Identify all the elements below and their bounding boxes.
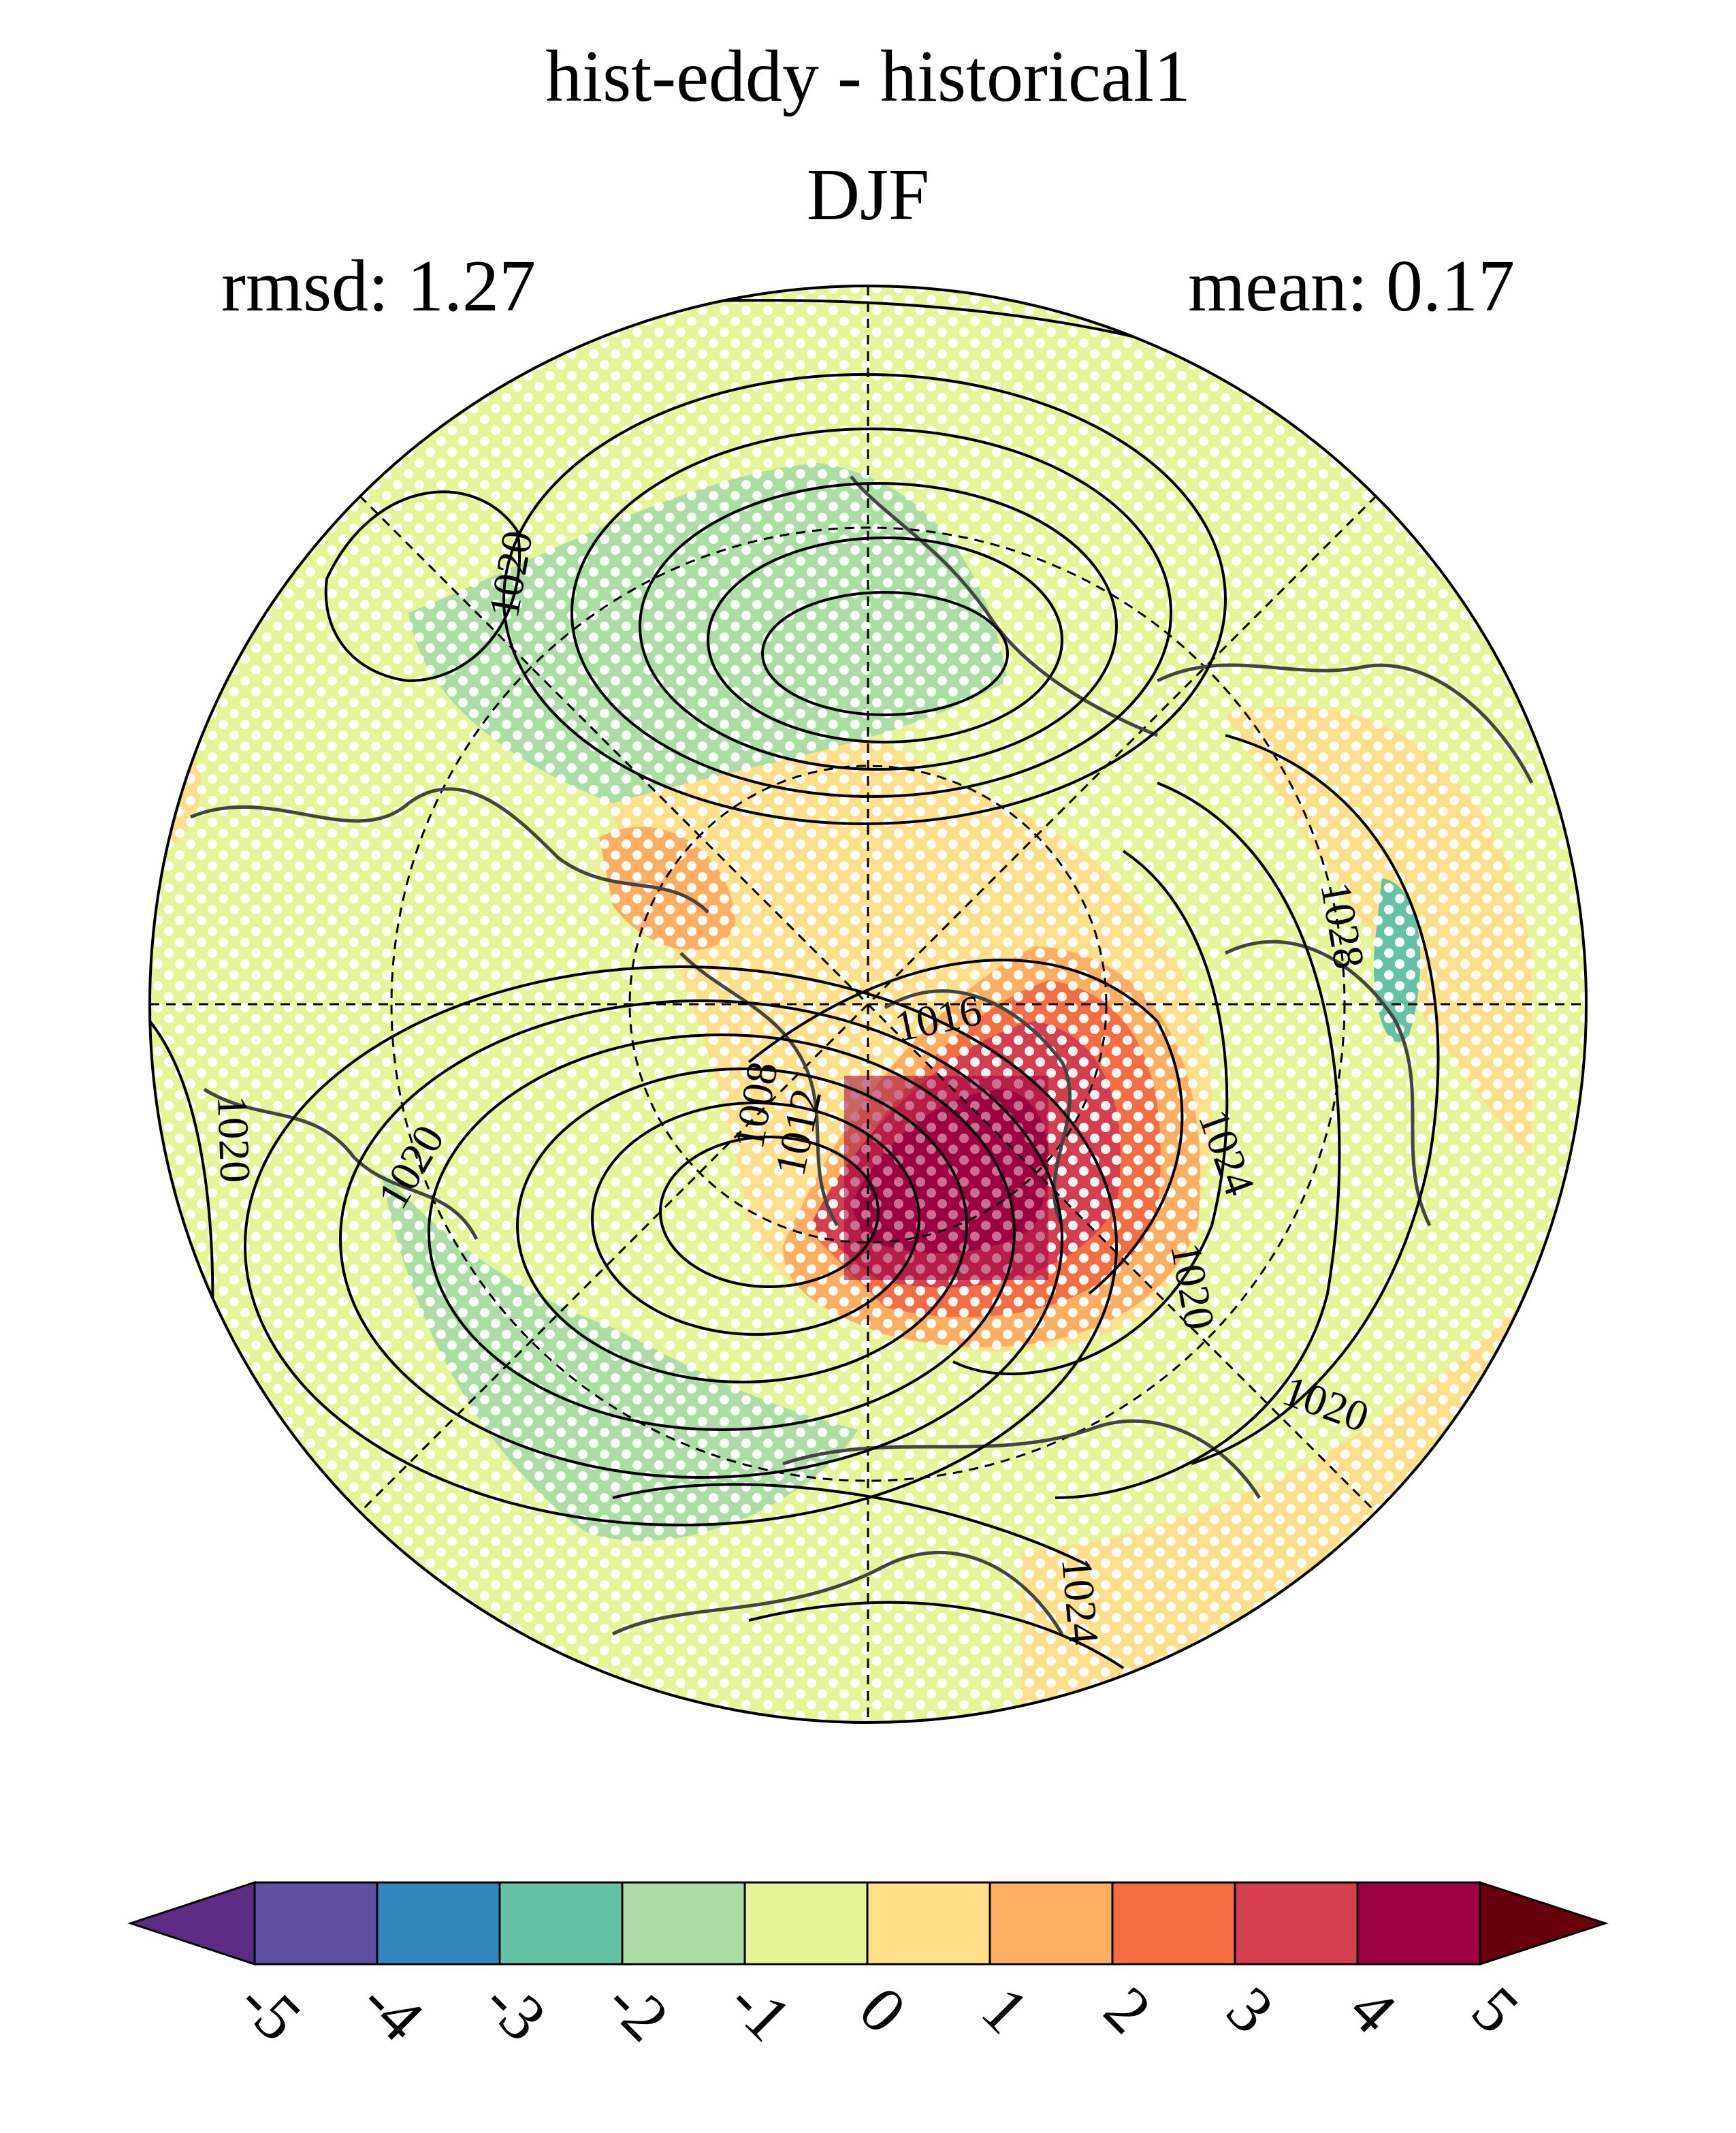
colorbar-swatch <box>1356 1881 1481 1966</box>
contour-label-2: 1020 <box>208 1095 259 1183</box>
colorbar-swatch <box>1234 1881 1359 1966</box>
colorbar-tick-label: -3 <box>470 1965 560 2055</box>
map-boundary <box>148 285 1588 1724</box>
title-line-1: hist-eddy - historical1 <box>545 36 1191 117</box>
colorbar-tick-label: 3 <box>1213 1972 1288 2047</box>
colorbar-swatch <box>743 1881 869 1966</box>
colorbar-tick-label: 0 <box>846 1972 920 2047</box>
coastlines <box>190 475 1534 1636</box>
colorbar-swatch <box>988 1881 1114 1966</box>
colorbar-swatch <box>866 1881 991 1966</box>
rmsd-label: rmsd: 1.27 <box>221 246 536 327</box>
contour-label-11: 1024 <box>1052 1556 1108 1647</box>
colorbar-tick-label: 4 <box>1336 1972 1411 2047</box>
colorbar-under-triangle <box>127 1880 256 1966</box>
colorbar-swatch <box>621 1881 746 1966</box>
colorbar-tick-label: 5 <box>1458 1972 1533 2047</box>
grid-lines <box>150 286 1586 1722</box>
colorbar-tick-label: -4 <box>348 1965 438 2055</box>
polar-map: 1020 1020 1016 1008 1012 1020 1024 1020 … <box>148 285 1588 1724</box>
colorbar-tick-label: 2 <box>1091 1972 1166 2047</box>
title-line-2: DJF <box>807 155 929 236</box>
colorbar-swatch <box>253 1881 379 1966</box>
colorbar-swatch <box>498 1881 624 1966</box>
mean-label: mean: 0.17 <box>1188 246 1515 327</box>
colorbar: -5 -4 -3 -2 -1 0 1 2 3 4 5 <box>127 1880 1609 2055</box>
colorbar-tick-label: -1 <box>716 1965 805 2055</box>
colorbar-swatch <box>1111 1881 1236 1966</box>
colorbar-tick-label: -2 <box>593 1965 683 2055</box>
colorbar-tick-label: -5 <box>225 1965 315 2055</box>
colorbar-tick-label: 1 <box>968 1972 1043 2047</box>
colorbar-over-triangle <box>1479 1880 1609 1966</box>
colorbar-swatch <box>376 1881 501 1966</box>
